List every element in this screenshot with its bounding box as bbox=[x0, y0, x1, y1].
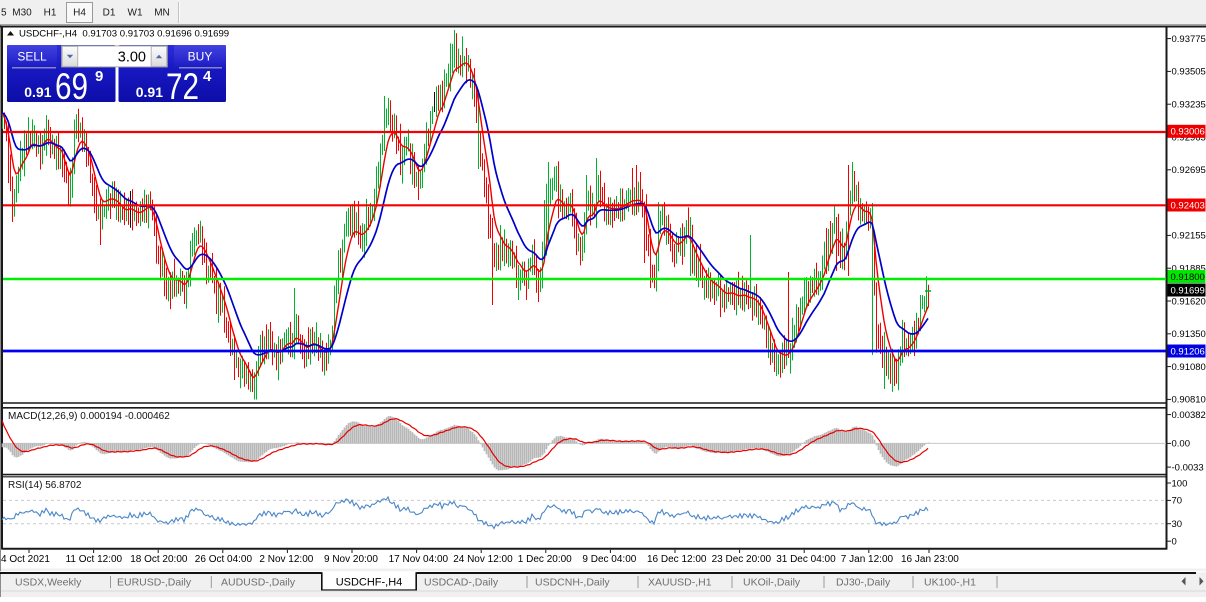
svg-text:0.91080: 0.91080 bbox=[1172, 362, 1206, 373]
svg-text:W1: W1 bbox=[128, 8, 143, 19]
svg-text:31 Dec 04:00: 31 Dec 04:00 bbox=[776, 554, 836, 565]
svg-text:72: 72 bbox=[166, 66, 199, 107]
svg-text:H1: H1 bbox=[44, 8, 57, 19]
svg-text:USDCNH-,Daily: USDCNH-,Daily bbox=[535, 577, 610, 589]
svg-text:0.93775: 0.93775 bbox=[1172, 34, 1206, 45]
svg-text:SELL: SELL bbox=[17, 50, 47, 64]
svg-text:0.90810: 0.90810 bbox=[1172, 395, 1206, 406]
svg-text:0.91: 0.91 bbox=[24, 84, 51, 100]
svg-text:11 Oct 12:00: 11 Oct 12:00 bbox=[66, 554, 123, 565]
svg-text:3.00: 3.00 bbox=[118, 50, 146, 66]
svg-text:100: 100 bbox=[1172, 478, 1188, 489]
svg-text:XAUUSD-,H1: XAUUSD-,H1 bbox=[648, 577, 712, 589]
svg-text:16 Dec 12:00: 16 Dec 12:00 bbox=[647, 554, 707, 565]
svg-text:9 Nov 20:00: 9 Nov 20:00 bbox=[324, 554, 378, 565]
svg-text:5: 5 bbox=[1, 8, 7, 19]
svg-text:0.91699: 0.91699 bbox=[1171, 285, 1205, 296]
svg-text:0.92695: 0.92695 bbox=[1172, 165, 1206, 176]
svg-text:26 Oct 04:00: 26 Oct 04:00 bbox=[195, 554, 253, 565]
svg-text:-0.0033: -0.0033 bbox=[1172, 462, 1204, 473]
svg-text:69: 69 bbox=[55, 66, 88, 107]
svg-text:RSI(14) 56.8702: RSI(14) 56.8702 bbox=[8, 480, 82, 491]
svg-text:0.93006: 0.93006 bbox=[1171, 127, 1205, 138]
svg-text:0.91800: 0.91800 bbox=[1171, 272, 1205, 283]
svg-text:DJ30-,Daily: DJ30-,Daily bbox=[836, 577, 891, 589]
svg-text:AUDUSD-,Daily: AUDUSD-,Daily bbox=[221, 577, 296, 589]
svg-text:70: 70 bbox=[1172, 496, 1183, 507]
svg-text:USDX,Weekly: USDX,Weekly bbox=[15, 577, 82, 589]
svg-text:BUY: BUY bbox=[188, 50, 213, 64]
svg-text:9: 9 bbox=[95, 68, 103, 85]
svg-text:0.91: 0.91 bbox=[136, 84, 163, 100]
svg-text:0.91620: 0.91620 bbox=[1172, 296, 1206, 307]
svg-text:0.91885: 0.91885 bbox=[1172, 264, 1206, 275]
svg-text:7 Jan 12:00: 7 Jan 12:00 bbox=[841, 554, 894, 565]
svg-text:30: 30 bbox=[1172, 519, 1183, 530]
svg-text:17 Nov 04:00: 17 Nov 04:00 bbox=[389, 554, 449, 565]
svg-text:USDCHF-,H4 0.91703 0.91703 0.: USDCHF-,H4 0.91703 0.91703 0.91696 0.916… bbox=[19, 29, 229, 40]
svg-text:D1: D1 bbox=[103, 8, 116, 19]
svg-text:0.91206: 0.91206 bbox=[1171, 346, 1205, 357]
svg-text:16 Jan 23:00: 16 Jan 23:00 bbox=[901, 554, 959, 565]
svg-text:USDCAD-,Daily: USDCAD-,Daily bbox=[424, 577, 499, 589]
svg-text:23 Dec 20:00: 23 Dec 20:00 bbox=[712, 554, 772, 565]
svg-text:4: 4 bbox=[203, 68, 212, 85]
svg-text:MN: MN bbox=[154, 8, 170, 19]
svg-text:MACD(12,26,9) 0.000194 -0.0004: MACD(12,26,9) 0.000194 -0.000462 bbox=[8, 411, 170, 422]
svg-text:1 Dec 20:00: 1 Dec 20:00 bbox=[518, 554, 572, 565]
svg-text:4 Oct 2021: 4 Oct 2021 bbox=[1, 554, 50, 565]
svg-text:0.00382: 0.00382 bbox=[1172, 410, 1206, 421]
svg-text:0.92403: 0.92403 bbox=[1171, 200, 1205, 211]
svg-text:UKOil-,Daily: UKOil-,Daily bbox=[743, 577, 801, 589]
svg-text:9 Dec 04:00: 9 Dec 04:00 bbox=[582, 554, 636, 565]
svg-text:EURUSD-,Daily: EURUSD-,Daily bbox=[117, 577, 192, 589]
svg-text:2 Nov 12:00: 2 Nov 12:00 bbox=[259, 554, 313, 565]
svg-text:0: 0 bbox=[1172, 537, 1177, 548]
svg-text:0.92155: 0.92155 bbox=[1172, 231, 1206, 242]
svg-text:USDCHF-,H4: USDCHF-,H4 bbox=[336, 577, 403, 589]
svg-text:0.00: 0.00 bbox=[1172, 439, 1191, 450]
svg-text:0.91350: 0.91350 bbox=[1172, 329, 1206, 340]
svg-text:18 Oct 20:00: 18 Oct 20:00 bbox=[130, 554, 188, 565]
svg-text:0.93505: 0.93505 bbox=[1172, 67, 1206, 78]
svg-text:H4: H4 bbox=[73, 8, 86, 19]
svg-text:M30: M30 bbox=[12, 8, 32, 19]
svg-text:0.93235: 0.93235 bbox=[1172, 100, 1206, 111]
svg-text:24 Nov 12:00: 24 Nov 12:00 bbox=[453, 554, 513, 565]
svg-text:UK100-,H1: UK100-,H1 bbox=[924, 577, 976, 589]
